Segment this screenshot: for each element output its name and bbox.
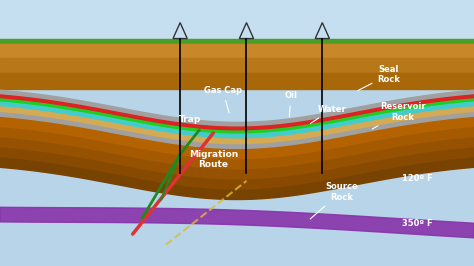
Text: 350º F: 350º F bbox=[402, 219, 432, 228]
Text: Gas Cap: Gas Cap bbox=[204, 86, 242, 113]
Text: Reservoir
Rock: Reservoir Rock bbox=[372, 102, 426, 129]
Text: Source
Rock: Source Rock bbox=[310, 182, 358, 219]
Text: Water: Water bbox=[310, 105, 346, 123]
Text: 120º F: 120º F bbox=[402, 174, 432, 183]
Text: Oil: Oil bbox=[284, 92, 297, 117]
Text: Seal
Rock: Seal Rock bbox=[358, 65, 400, 90]
Text: Migration
Route: Migration Route bbox=[189, 150, 238, 169]
Text: Trap: Trap bbox=[179, 115, 201, 124]
